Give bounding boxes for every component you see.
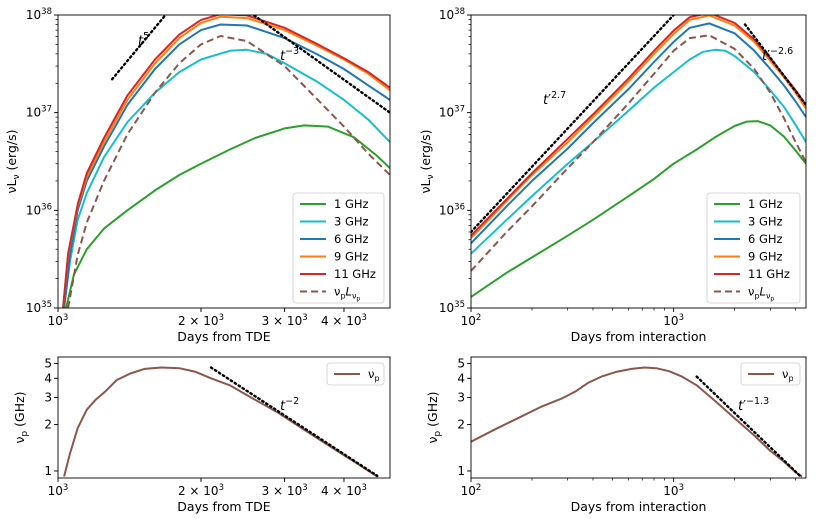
power-law-guide bbox=[110, 15, 168, 81]
legend-label: 1 GHz bbox=[334, 197, 369, 211]
panel-br: 102 103 1 2 3 45 Days from interaction νp (GHz)… bbox=[425, 356, 807, 514]
legend: νp bbox=[326, 362, 385, 386]
y-tick-label: 2 bbox=[44, 418, 52, 432]
y-axis-label: νp (GHz) bbox=[425, 391, 443, 443]
y-tick-label: 3 bbox=[457, 391, 465, 405]
legend-label: 3 GHz bbox=[748, 215, 783, 229]
legend: 1 GHz 3 GHz 6 GHz 9 GHz 11 GHz νpLνp bbox=[292, 192, 385, 304]
power-law-label: t′2.7 bbox=[543, 90, 566, 108]
legend-label: νpLνp bbox=[334, 285, 360, 303]
y-tick-label: 5 bbox=[44, 356, 52, 370]
panel-tr: 102 103 1035 1036 1037 1038 Days from interact… bbox=[418, 7, 807, 344]
panel-bl: 103 2 × 103 3 × 103 4 × 103 1 2 3 45 Days from T… bbox=[12, 356, 391, 514]
y-axis-label: νLν (erg/s) bbox=[418, 130, 436, 194]
y-tick-label: 1036 bbox=[439, 202, 465, 217]
axes-frame bbox=[470, 356, 807, 479]
y-tick-label: 1 bbox=[457, 464, 465, 478]
legend-label: 3 GHz bbox=[334, 215, 369, 229]
power-law-label: t−2 bbox=[280, 396, 299, 414]
series-line bbox=[471, 48, 806, 255]
power-law-label: t−3 bbox=[280, 46, 299, 64]
power-law-guide bbox=[251, 15, 390, 114]
power-law-guide bbox=[209, 366, 379, 478]
series-line bbox=[471, 22, 806, 244]
legend-label: 6 GHz bbox=[748, 232, 783, 246]
legend-label: νp bbox=[368, 367, 380, 383]
y-tick-label: 3 bbox=[44, 391, 52, 405]
x-tick-label: 103 bbox=[663, 313, 684, 328]
x-tick-label: 103 bbox=[48, 483, 69, 498]
legend-label: νpLνp bbox=[748, 285, 774, 303]
y-axis-label: νp (GHz) bbox=[12, 391, 30, 443]
x-axis-label: Days from TDE bbox=[177, 499, 270, 514]
y-tick-label: 5 bbox=[457, 356, 465, 370]
x-axis-label: Days from interaction bbox=[571, 329, 707, 344]
series-line bbox=[471, 34, 806, 272]
y-tick-label: 2 bbox=[457, 418, 465, 432]
legend-label: 6 GHz bbox=[334, 232, 369, 246]
x-tick-label: 3 × 103 bbox=[262, 483, 308, 498]
legend-label: 11 GHz bbox=[748, 267, 790, 281]
legend-label: νp bbox=[782, 367, 794, 383]
legend: νp bbox=[740, 362, 801, 386]
power-law-label: t′−1.3 bbox=[738, 396, 769, 414]
x-tick-label: 2 × 103 bbox=[178, 483, 224, 498]
y-tick-label: 4 bbox=[44, 371, 52, 385]
panel-tl: 103 2 × 103 3 × 103 4 × 103 1035 1036 1037 1038… bbox=[4, 7, 391, 344]
legend-label: 11 GHz bbox=[334, 267, 376, 281]
x-tick-label: 2 × 103 bbox=[178, 313, 224, 328]
x-tick-label: 103 bbox=[663, 483, 684, 498]
y-tick-label: 1037 bbox=[26, 105, 52, 120]
axes-frame bbox=[470, 14, 807, 309]
x-tick-label: 4 × 103 bbox=[321, 313, 367, 328]
x-tick-label: 102 bbox=[461, 313, 482, 328]
x-tick-label: 3 × 103 bbox=[262, 313, 308, 328]
y-tick-label: 1035 bbox=[26, 300, 52, 315]
x-tick-label: 102 bbox=[461, 483, 482, 498]
x-tick-label: 103 bbox=[48, 313, 69, 328]
series-line bbox=[62, 15, 390, 308]
y-axis-label: νLν (erg/s) bbox=[4, 130, 22, 194]
series-line bbox=[67, 35, 390, 308]
series-line bbox=[63, 366, 378, 478]
series-line bbox=[471, 120, 806, 298]
power-law-label: t′−2.6 bbox=[762, 46, 793, 64]
power-law-guide bbox=[471, 15, 675, 234]
series-line bbox=[471, 366, 803, 478]
series-line bbox=[471, 15, 806, 239]
y-tick-label: 1036 bbox=[26, 202, 52, 217]
power-law-guide bbox=[743, 23, 806, 107]
series-line bbox=[63, 23, 390, 308]
legend-label: 9 GHz bbox=[748, 250, 783, 264]
power-law-guide bbox=[695, 375, 802, 478]
series-line bbox=[65, 124, 390, 308]
x-tick-label: 4 × 103 bbox=[321, 483, 367, 498]
series-line bbox=[63, 48, 390, 308]
y-tick-label: 1 bbox=[44, 464, 52, 478]
axes-frame bbox=[57, 14, 391, 309]
y-tick-label: 1038 bbox=[439, 7, 465, 22]
y-tick-label: 1035 bbox=[439, 300, 465, 315]
x-axis-label: Days from TDE bbox=[177, 329, 270, 344]
legend-label: 1 GHz bbox=[748, 197, 783, 211]
y-tick-label: 1037 bbox=[439, 105, 465, 120]
y-tick-label: 1038 bbox=[26, 7, 52, 22]
y-tick-label: 4 bbox=[457, 371, 465, 385]
x-axis-label: Days from interaction bbox=[571, 499, 707, 514]
axes-frame bbox=[57, 356, 391, 479]
power-law-label: t5 bbox=[138, 31, 149, 49]
legend: 1 GHz 3 GHz 6 GHz 9 GHz 11 GHz νpLνp bbox=[706, 192, 801, 304]
legend-label: 9 GHz bbox=[334, 250, 369, 264]
